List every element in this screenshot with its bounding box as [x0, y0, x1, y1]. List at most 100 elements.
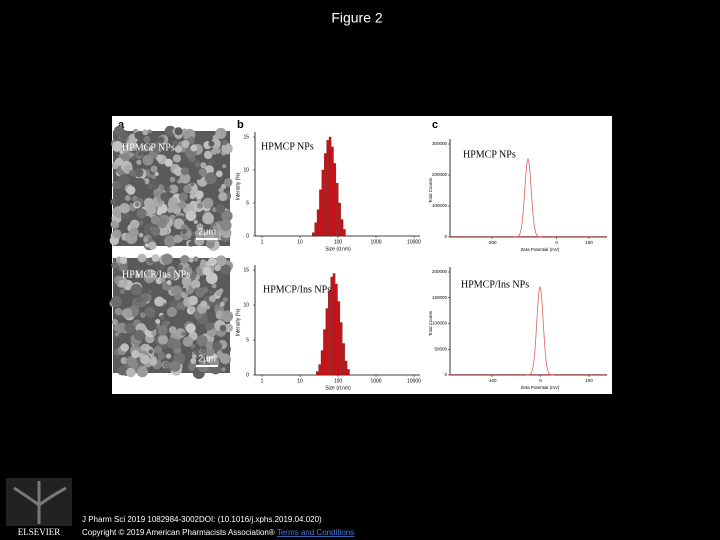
particle	[151, 254, 160, 262]
particle	[151, 174, 157, 180]
particle	[215, 170, 223, 178]
particle	[148, 349, 154, 355]
particle	[191, 231, 196, 236]
x-axis-label: Zeta Potential (mV)	[521, 247, 560, 252]
particle	[205, 261, 211, 267]
particle	[202, 348, 208, 354]
particle	[166, 268, 178, 280]
particle	[202, 266, 212, 276]
particle	[177, 264, 183, 271]
particle	[134, 201, 140, 207]
particle	[201, 278, 208, 284]
particle	[188, 257, 194, 263]
histogram-bar	[347, 369, 350, 376]
particle	[110, 199, 117, 205]
particle	[139, 312, 146, 318]
histogram-bar	[333, 163, 337, 237]
particle	[221, 142, 233, 155]
sem-image: HPMCP/Ins NPs 2μm	[109, 253, 234, 379]
particle	[209, 357, 220, 368]
particle	[221, 367, 226, 372]
x-tick-label: 0	[539, 378, 542, 383]
histogram-bar	[343, 229, 346, 237]
particle	[112, 140, 123, 152]
particle	[181, 229, 187, 235]
particle	[202, 212, 215, 225]
particle	[147, 129, 152, 134]
zeta-curve	[525, 286, 555, 376]
particle	[182, 288, 187, 293]
particle	[169, 176, 176, 183]
particle	[224, 323, 233, 333]
copyright-line: Copyright © 2019 American Pharmacists As…	[82, 528, 354, 537]
x-tick-label: 100	[585, 378, 593, 383]
particle	[190, 279, 201, 290]
histogram-bar	[330, 276, 333, 376]
particle	[220, 264, 231, 275]
particle	[130, 283, 143, 296]
y-tick-label: 5	[246, 337, 249, 343]
y-tick-label: 10	[243, 302, 249, 308]
particle	[118, 332, 126, 340]
y-axis-label: Total Counts	[428, 177, 433, 203]
x-tick-label: 1	[261, 378, 264, 384]
x-tick-label: 10000	[407, 378, 421, 384]
particle	[144, 243, 150, 248]
particle	[195, 174, 202, 180]
particle	[174, 293, 182, 301]
particle	[167, 199, 178, 210]
terms-link[interactable]: Terms and Conditions	[277, 528, 354, 537]
histogram-bar	[314, 222, 317, 237]
particle	[185, 323, 196, 334]
particle	[195, 287, 205, 297]
particle	[177, 309, 184, 316]
sem-image: HPMCP NPs 2μm	[109, 125, 233, 251]
particle	[119, 202, 130, 214]
particle	[200, 162, 207, 169]
particle	[142, 154, 154, 166]
particle	[215, 255, 227, 267]
zeta-plot: 0 50000 100000 150000 200000 -100 0 100 Zeta Pot…	[428, 267, 607, 390]
particle	[174, 127, 183, 136]
particle	[155, 277, 163, 285]
histogram-bar	[342, 343, 345, 376]
particle	[190, 344, 196, 349]
particle	[129, 262, 136, 270]
particle	[181, 276, 192, 287]
particle	[120, 130, 129, 139]
particle	[164, 235, 176, 247]
panel-label: b	[237, 119, 244, 131]
particle	[135, 273, 141, 279]
particle	[133, 329, 145, 342]
particle	[128, 227, 139, 238]
particle	[146, 320, 157, 332]
particle	[196, 223, 204, 231]
particle	[219, 219, 232, 232]
particle	[163, 274, 168, 279]
y-tick-label: 100000	[432, 321, 448, 326]
particle	[190, 358, 197, 364]
particle	[126, 185, 136, 195]
y-axis-label: Intensity (%)	[235, 172, 241, 200]
particle	[124, 195, 131, 202]
particle	[120, 356, 128, 365]
y-tick-label: 100000	[432, 203, 448, 208]
particle	[196, 335, 208, 347]
particle	[129, 169, 136, 177]
particle	[126, 367, 136, 378]
y-tick-label: 150000	[432, 295, 448, 300]
scale-bar-label: 2μm	[198, 353, 216, 363]
x-tick-label: 10	[297, 378, 303, 384]
y-tick-label: 0	[246, 372, 249, 378]
y-tick-label: 0	[246, 233, 249, 239]
particle	[141, 144, 149, 152]
panel-label: c	[432, 119, 438, 131]
particle	[178, 192, 188, 202]
citation: J Pharm Sci 2019 1082984-3002DOI: (10.10…	[82, 515, 322, 524]
particle	[111, 261, 119, 269]
histogram-bar	[335, 283, 338, 376]
particle	[130, 156, 136, 161]
particle	[214, 264, 221, 272]
particle	[112, 229, 122, 239]
